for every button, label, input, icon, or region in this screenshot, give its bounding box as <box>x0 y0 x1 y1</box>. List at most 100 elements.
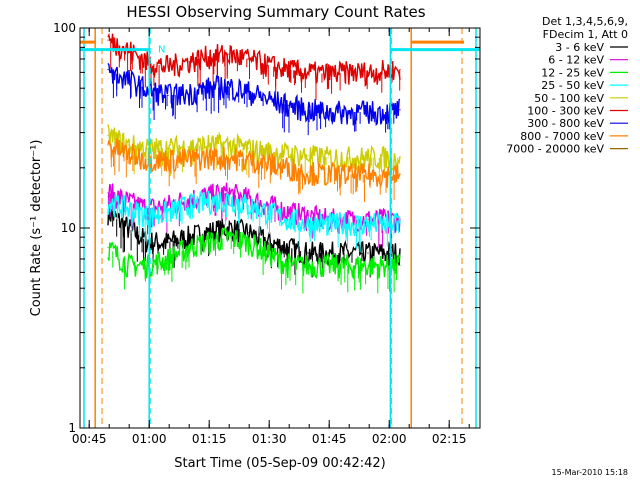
data-point <box>167 258 169 260</box>
legend-label-7: 800 - 7000 keV <box>520 130 604 143</box>
series-line-3 <box>107 190 401 237</box>
data-point <box>107 246 109 248</box>
data-point <box>267 252 269 254</box>
data-point <box>347 71 349 73</box>
data-point <box>227 198 229 200</box>
y-tick-label: 100 <box>53 21 76 35</box>
data-point <box>227 236 229 238</box>
data-point <box>399 68 401 71</box>
data-point <box>107 201 109 203</box>
data-point <box>187 146 189 148</box>
x-tick-label: 02:15 <box>432 432 467 446</box>
data-point <box>307 264 309 266</box>
data-point <box>147 264 149 266</box>
data-point <box>367 264 369 266</box>
data-point <box>387 252 389 254</box>
data-point <box>399 157 401 159</box>
data-point <box>399 264 401 266</box>
data-point <box>327 252 329 254</box>
data-point <box>399 252 401 254</box>
data-point <box>207 144 209 146</box>
data-point <box>327 157 329 159</box>
data-point <box>127 264 129 266</box>
data-point <box>387 70 389 72</box>
series-5 <box>107 32 401 100</box>
data-point <box>147 158 149 161</box>
data-point <box>247 147 249 149</box>
series-line-5 <box>107 32 401 88</box>
legend-header-line-1: Det 1,3,4,5,6,9, <box>542 15 628 28</box>
data-point <box>267 204 269 206</box>
data-point <box>327 223 329 225</box>
data-point <box>267 163 269 165</box>
data-point <box>387 174 389 176</box>
data-point <box>387 157 389 159</box>
legend-label-3: 25 - 50 keV <box>541 79 604 92</box>
data-point <box>247 204 249 206</box>
data-point <box>367 174 369 176</box>
x-tick-label: 02:00 <box>372 432 407 446</box>
data-point <box>307 215 309 217</box>
data-point <box>107 68 109 71</box>
plot-area: N 00:45 01:00 01:15 01:30 01:45 02:00 02:15 1 10… <box>53 21 481 446</box>
series-line-0 <box>107 203 401 267</box>
data-point <box>127 208 129 210</box>
data-point <box>307 155 309 157</box>
data-point <box>227 85 229 88</box>
data-point <box>367 157 369 159</box>
data-point <box>347 157 349 159</box>
data-point <box>307 252 309 254</box>
data-point <box>267 151 269 153</box>
data-point <box>187 236 189 238</box>
legend-label-8: 7000 - 20000 keV <box>506 143 604 156</box>
data-point <box>399 219 401 221</box>
data-point <box>127 144 129 146</box>
data-point <box>327 264 329 266</box>
legend: Det 1,3,4,5,6,9, FDecim 1, Att 0 3 - 6 k… <box>506 15 628 156</box>
y-axis-label: Count Rate (s⁻¹ detector⁻¹) <box>29 140 44 317</box>
timestamp: 15-Mar-2010 15:18 <box>552 468 629 477</box>
y-tick-label: 10 <box>61 221 76 235</box>
data-point <box>207 241 209 243</box>
data-point <box>127 201 129 203</box>
data-point <box>127 227 129 229</box>
data-point <box>187 60 189 63</box>
data-point <box>207 157 209 159</box>
data-point <box>307 223 309 225</box>
series-line-2 <box>107 227 401 280</box>
data-point <box>167 211 169 213</box>
data-point <box>207 201 209 203</box>
data-point <box>399 174 401 176</box>
data-point <box>347 111 349 113</box>
data-point <box>347 264 349 266</box>
data-point <box>107 134 109 137</box>
data-point <box>287 68 289 71</box>
data-point <box>387 264 389 266</box>
data-point <box>287 264 289 266</box>
data-point <box>167 241 169 243</box>
data-point <box>207 87 209 89</box>
legend-label-1: 6 - 12 keV <box>548 54 604 67</box>
data-point <box>267 211 269 213</box>
data-point <box>267 98 269 100</box>
data-point <box>347 174 349 176</box>
series-line-1 <box>107 182 401 233</box>
series-3 <box>107 190 401 253</box>
data-point <box>167 204 169 206</box>
data-point <box>147 241 149 243</box>
data-point <box>287 104 289 106</box>
data-point <box>247 91 249 93</box>
data-point <box>367 219 369 221</box>
data-point <box>287 246 289 248</box>
y-tick-label: 1 <box>68 421 76 435</box>
data-point <box>367 71 369 73</box>
data-point <box>367 111 369 113</box>
data-point <box>327 174 329 176</box>
data-point <box>107 39 109 41</box>
data-point <box>387 223 389 225</box>
data-point <box>307 71 309 73</box>
data-point <box>127 79 129 81</box>
data-point <box>247 231 249 234</box>
x-tick-label: 01:45 <box>312 432 347 446</box>
